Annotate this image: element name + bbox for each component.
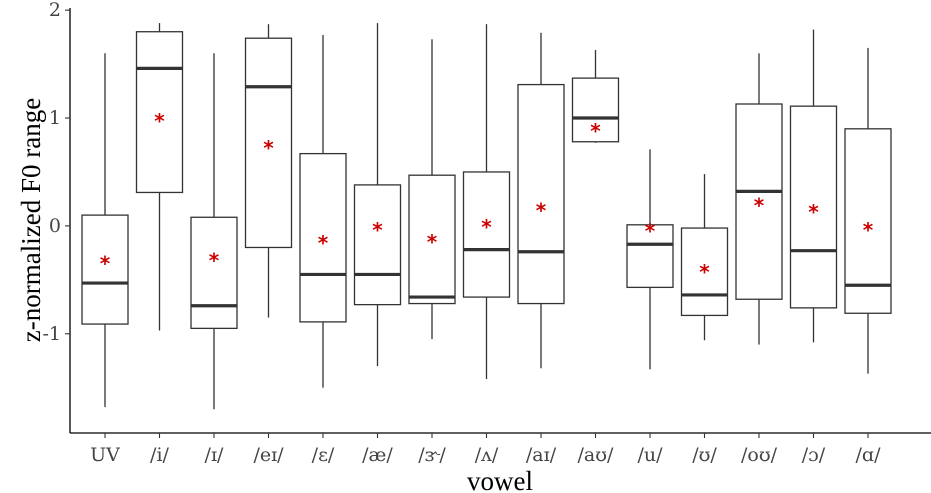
mean-marker: * xyxy=(427,230,438,254)
x-tick-label: UV xyxy=(90,444,120,466)
box-group: * xyxy=(81,53,129,408)
box-group: * xyxy=(408,39,456,340)
mean-marker: * xyxy=(154,109,165,133)
x-tick-label: /ɑ/ xyxy=(856,444,882,466)
y-tick-label: -1 xyxy=(42,323,61,345)
mean-marker: * xyxy=(699,260,710,284)
plot-area: * * * * * * * * * * * * * * * xyxy=(81,23,892,410)
box-iqr xyxy=(844,128,892,314)
box-iqr xyxy=(135,31,184,194)
mean-marker: * xyxy=(645,219,656,243)
y-axis-title: z-normalized F0 range xyxy=(16,98,46,342)
x-tick-label: /æ/ xyxy=(362,444,393,466)
x-tick-label: /aɪ/ xyxy=(526,444,557,466)
box-group: * xyxy=(135,23,184,331)
x-tick-label: /i/ xyxy=(150,444,169,466)
box-iqr xyxy=(680,227,729,317)
mean-marker: * xyxy=(100,252,111,276)
box-iqr xyxy=(462,171,511,298)
mean-marker: * xyxy=(754,193,765,217)
mean-marker: * xyxy=(536,199,547,223)
x-axis-title: vowel xyxy=(467,466,533,493)
box-group: * xyxy=(789,29,838,343)
mean-marker: * xyxy=(209,248,220,272)
box-group: * xyxy=(571,50,620,143)
box-group: * xyxy=(299,34,347,388)
box-group: * xyxy=(844,47,892,374)
box-group: * xyxy=(735,53,783,345)
x-tick-label: /oʊ/ xyxy=(741,444,778,466)
box-iqr xyxy=(244,37,293,249)
ticks: -1 0 1 2 UV/i/ /ɪ/ /eɪ/ /ɛ/ /æ/ /ɝ/ /ʌ/ /aɪ/ /aʊ/ /u/… xyxy=(42,0,881,466)
box-group: * xyxy=(462,24,511,380)
x-tick-label: /ɪ/ xyxy=(205,444,224,466)
box-iqr xyxy=(789,105,838,309)
mean-marker: * xyxy=(590,119,601,143)
y-tick-label: 2 xyxy=(49,0,61,21)
box-iqr xyxy=(517,83,565,305)
box-iqr xyxy=(299,152,347,323)
mean-marker: * xyxy=(372,218,383,242)
x-tick-label: /ʌ/ xyxy=(475,444,499,466)
x-tick-label: /ɝ/ xyxy=(418,444,446,466)
box-iqr xyxy=(190,216,238,330)
box-iqr xyxy=(81,214,129,325)
box-group: * xyxy=(626,149,674,370)
box-iqr xyxy=(735,103,783,300)
x-tick-label: /aʊ/ xyxy=(578,444,615,466)
box-iqr xyxy=(408,174,456,305)
mean-marker: * xyxy=(481,215,492,239)
y-tick-label: 1 xyxy=(49,107,61,129)
x-tick-label: /u/ xyxy=(637,444,663,466)
box-group: * xyxy=(353,23,402,367)
x-tick-label: /ɔ/ xyxy=(802,444,826,466)
box-iqr xyxy=(626,224,674,289)
y-tick-label: 0 xyxy=(49,215,61,237)
x-tick-label: /eɪ/ xyxy=(253,444,284,466)
mean-marker: * xyxy=(863,218,874,242)
mean-marker: * xyxy=(808,200,819,224)
box-group: * xyxy=(517,32,565,369)
box-iqr xyxy=(571,77,620,143)
box-iqr xyxy=(353,184,402,306)
x-tick-label: /ɛ/ xyxy=(312,444,335,466)
box-group: * xyxy=(680,174,729,341)
mean-marker: * xyxy=(318,231,329,255)
box-group: * xyxy=(244,24,293,318)
x-tick-label: /ʊ/ xyxy=(692,444,717,466)
box-group: * xyxy=(190,53,238,410)
mean-marker: * xyxy=(263,136,274,160)
